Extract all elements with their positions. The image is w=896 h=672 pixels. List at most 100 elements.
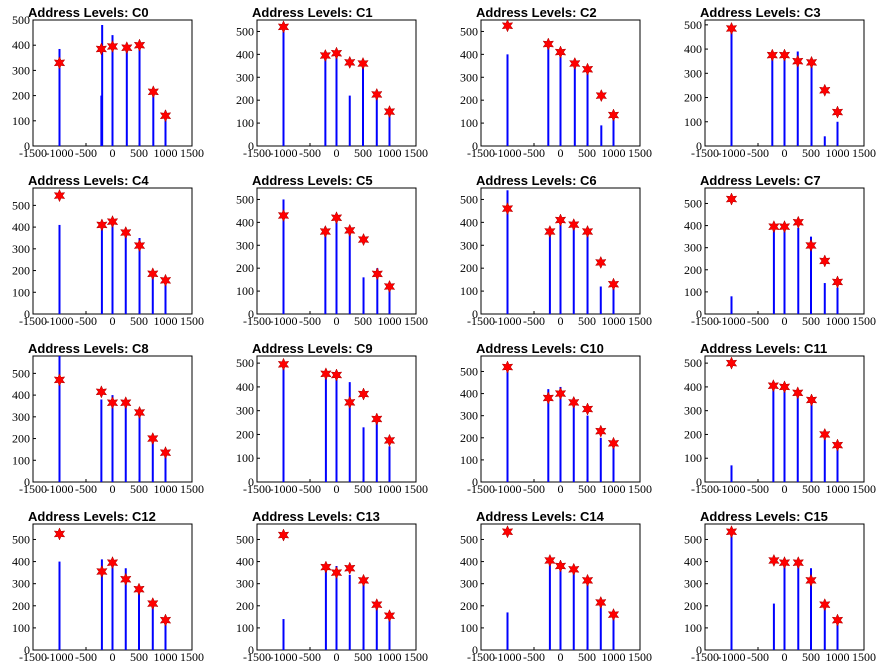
x-tick-label: -1000	[46, 314, 74, 328]
peak-marker	[344, 561, 356, 575]
x-tick-label: 1500	[180, 482, 204, 496]
chart-svg: Address Levels: C20100200300400500-1500-…	[460, 5, 652, 160]
peak-marker	[581, 402, 594, 416]
x-tick-label: 0	[334, 482, 340, 496]
y-tick-label: 300	[12, 242, 30, 256]
x-tick-label: 1500	[628, 146, 652, 160]
chart-svg: Address Levels: C14 0 100 200 300 400 500 -1500…	[460, 509, 652, 664]
y-tick-label: 500	[12, 13, 30, 27]
chart-title: Address Levels: C8	[28, 341, 149, 356]
y-tick-label: 0	[248, 139, 254, 153]
y-tick-label: 300	[460, 577, 478, 591]
x-tick-label: 1000	[154, 482, 178, 496]
x-tick-label: 1500	[404, 482, 428, 496]
chart-svg: Address Levels: C80100200300400500-1500-…	[12, 341, 204, 496]
x-tick-label: -1000	[718, 146, 746, 160]
x-tick-label: 1000	[826, 314, 850, 328]
chart-svg: Address Levels: C90100200300400500-1500-…	[236, 341, 428, 496]
x-tick-label: 0	[558, 482, 564, 496]
peak-marker	[595, 424, 607, 438]
x-tick-label: -1000	[46, 146, 74, 160]
peak-marker	[554, 45, 567, 59]
x-tick-label: -500	[299, 482, 321, 496]
chart-panel: Address Levels: C3 0 100 200 300 400 500 -1500-…	[672, 0, 896, 168]
peak-marker	[330, 368, 343, 382]
x-tick-label: 500	[354, 314, 372, 328]
y-tick-label: 300	[12, 63, 30, 77]
peak-marker	[95, 385, 108, 399]
peak-marker	[501, 525, 514, 539]
x-tick-label: -1000	[718, 650, 746, 664]
x-tick-label: -500	[523, 482, 545, 496]
peak-marker	[383, 279, 396, 294]
peak-marker	[819, 598, 831, 612]
peak-marker	[95, 42, 108, 56]
y-tick-label: 0	[248, 643, 254, 657]
peak-marker	[767, 379, 780, 393]
y-tick-label: 100	[684, 115, 702, 129]
x-tick-label: -1000	[718, 482, 746, 496]
peak-marker	[819, 83, 831, 97]
peak-marker	[607, 108, 620, 122]
x-tick-label: 0	[782, 146, 788, 160]
y-tick-label: 300	[684, 241, 702, 255]
x-tick-label: -500	[299, 146, 321, 160]
peak-marker	[805, 238, 817, 253]
peak-marker	[792, 386, 804, 400]
peak-marker	[330, 46, 343, 60]
peak-marker	[501, 202, 514, 216]
y-tick-label: 0	[24, 307, 30, 321]
peak-marker	[607, 277, 620, 291]
x-tick-label: -1500	[19, 314, 47, 328]
y-tick-label: 500	[236, 192, 254, 206]
x-tick-label: -500	[523, 314, 545, 328]
peak-marker	[357, 232, 370, 247]
chart-svg: Address Levels: C60100200300400500-1500-…	[460, 173, 652, 328]
y-tick-label: 100	[460, 284, 478, 298]
y-tick-label: 500	[684, 196, 702, 210]
peak-marker	[778, 220, 791, 234]
peak-marker	[277, 357, 290, 371]
chart-panel: Address Levels: C14 0 100 200 300 400 500 -1500…	[448, 504, 672, 672]
y-tick-label: 200	[12, 264, 30, 278]
peak-marker	[595, 255, 607, 270]
chart-svg: Address Levels: C70100200300400500-1500-…	[684, 173, 876, 328]
peak-marker	[147, 267, 159, 281]
x-tick-label: -1000	[718, 314, 746, 328]
x-tick-label: 1500	[852, 650, 876, 664]
x-tick-label: 0	[110, 314, 116, 328]
peak-marker	[542, 391, 555, 405]
y-tick-label: 0	[472, 643, 478, 657]
y-tick-label: 200	[684, 91, 702, 105]
x-tick-label: 500	[578, 482, 596, 496]
x-tick-label: 0	[334, 650, 340, 664]
y-tick-label: 100	[684, 451, 702, 465]
x-tick-label: 500	[802, 650, 820, 664]
y-tick-label: 200	[684, 427, 702, 441]
chart-panel: Address Levels: C1 0 100 200 300 400 500 -1500-…	[224, 0, 448, 168]
peak-marker	[725, 21, 738, 36]
peak-marker	[133, 38, 146, 52]
x-tick-label: 500	[802, 482, 820, 496]
y-tick-label: 0	[248, 307, 254, 321]
x-tick-label: -1500	[243, 314, 271, 328]
y-tick-label: 0	[696, 139, 702, 153]
peak-marker	[159, 109, 172, 123]
y-tick-label: 300	[12, 410, 30, 424]
peak-marker	[725, 192, 738, 206]
y-tick-label: 400	[460, 387, 478, 401]
x-tick-label: 1000	[378, 146, 402, 160]
peak-marker	[568, 395, 580, 410]
peak-marker	[568, 218, 580, 232]
y-tick-label: 500	[460, 24, 478, 38]
y-tick-label: 400	[684, 555, 702, 569]
peak-marker	[357, 56, 369, 71]
peak-marker	[383, 609, 396, 623]
peak-marker	[120, 572, 132, 586]
y-tick-label: 500	[12, 366, 30, 380]
chart-title: Address Levels: C3	[700, 5, 821, 20]
chart-title: Address Levels: C6	[476, 173, 597, 188]
x-tick-label: -500	[747, 650, 769, 664]
x-tick-label: -1500	[19, 146, 47, 160]
y-tick-label: 0	[472, 307, 478, 321]
